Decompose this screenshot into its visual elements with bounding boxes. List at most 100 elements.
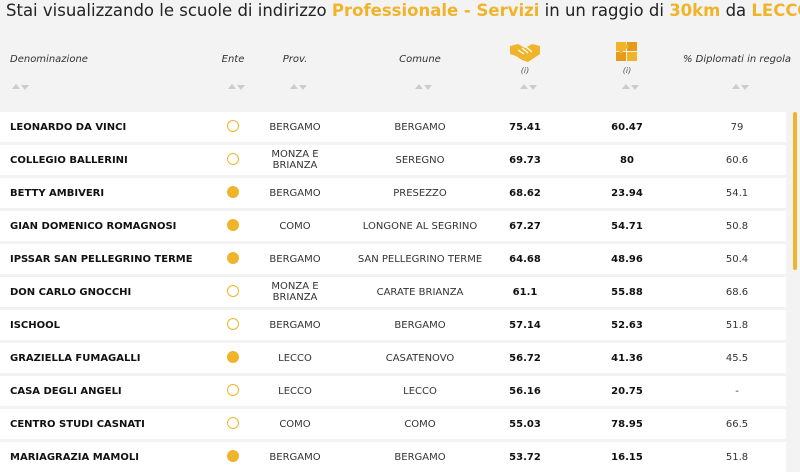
score: 68.62 (509, 187, 541, 199)
sort-arrows[interactable] (732, 84, 740, 89)
sort-arrows[interactable] (424, 85, 432, 90)
sort-arrows[interactable] (415, 84, 423, 89)
column-header[interactable]: % Diplomati in regola (682, 54, 792, 65)
diplomati: 51.8 (725, 319, 749, 331)
column-header[interactable]: Ente (221, 54, 245, 65)
diplomati: - (735, 385, 739, 397)
table-row[interactable]: GRAZIELLA FUMAGALLI LECCO CASATENOVO 56.72 4… (0, 343, 786, 373)
school-name: DON CARLO GNOCCHI (10, 286, 132, 298)
score: 20.75 (611, 385, 643, 397)
column-header[interactable]: Prov. (282, 54, 308, 65)
diplomati: 68.6 (725, 286, 749, 298)
column-header[interactable]: Denominazione (10, 54, 88, 65)
score: 57.14 (509, 319, 541, 331)
table-row[interactable]: LEONARDO DA VINCI BERGAMO BERGAMO 75.41 60.4… (0, 112, 786, 142)
score: 16.15 (611, 451, 643, 463)
title-radius: 30km (669, 1, 721, 20)
comune: COMO (404, 418, 436, 430)
diplomati: 45.5 (725, 352, 749, 364)
title-prefix: Stai visualizzando le scuole di indirizz… (6, 1, 327, 20)
school-name: MARIAGRAZIA MAMOLI (10, 451, 139, 463)
provincia: BERGAMO (269, 319, 321, 331)
ente-dot (227, 384, 239, 396)
score: 69.73 (509, 154, 541, 166)
sort-arrows[interactable] (290, 84, 298, 89)
score: 56.16 (509, 385, 541, 397)
comune: BERGAMO (394, 319, 446, 331)
info-note[interactable]: (i) (520, 66, 530, 75)
ente-dot (227, 219, 239, 231)
provincia: MONZA E BRIANZA (271, 281, 319, 303)
ente-dot (227, 417, 239, 429)
table-row[interactable]: IPSSAR SAN PELLEGRINO TERME BERGAMO SAN PE… (0, 244, 786, 274)
provincia: BERGAMO (269, 451, 321, 463)
diplomati: 60.6 (725, 154, 749, 166)
comune: LONGONE AL SEGRINO (362, 220, 478, 232)
score: 52.63 (611, 319, 643, 331)
ente-dot (227, 252, 239, 264)
provincia: LECCO (278, 352, 312, 364)
diplomati: 50.4 (725, 253, 749, 265)
table-row[interactable]: COLLEGIO BALLERINI MONZA E BRIANZA SEREGNO… (0, 145, 786, 175)
school-name: COLLEGIO BALLERINI (10, 154, 128, 166)
provincia: COMO (279, 220, 311, 232)
score: 64.68 (509, 253, 541, 265)
ente-dot (227, 450, 239, 462)
sort-arrows[interactable] (520, 84, 528, 89)
scrollbar[interactable] (793, 112, 797, 270)
diplomati: 66.5 (725, 418, 749, 430)
school-name: CENTRO STUDI CASNATI (10, 418, 145, 430)
school-name: LEONARDO DA VINCI (10, 121, 127, 133)
ente-dot (227, 186, 239, 198)
sort-arrows[interactable] (21, 85, 29, 90)
sort-arrows[interactable] (631, 85, 639, 90)
provincia: MONZA E BRIANZA (271, 149, 319, 171)
column-header[interactable]: Comune (399, 54, 441, 65)
sort-arrows[interactable] (299, 85, 307, 90)
table-row[interactable]: ISCHOOL BERGAMO BERGAMO 57.14 52.63 51.8 (0, 310, 786, 340)
info-note[interactable]: (i) (622, 66, 632, 75)
score: 56.72 (509, 352, 541, 364)
comune: SEREGNO (395, 154, 445, 166)
school-name: CASA DEGLI ANGELI (10, 385, 122, 397)
diplomati: 51.8 (725, 451, 749, 463)
title-middle: in un raggio di (544, 1, 664, 20)
provincia: LECCO (278, 385, 312, 397)
score: 67.27 (509, 220, 541, 232)
sort-arrows[interactable] (228, 84, 236, 89)
table-row[interactable]: GIAN DOMENICO ROMAGNOSI COMO LONGONE AL SE… (0, 211, 786, 241)
diplomati: 79 (730, 121, 744, 133)
sort-arrows[interactable] (529, 85, 537, 90)
school-name: GIAN DOMENICO ROMAGNOSI (10, 220, 177, 232)
comune: BERGAMO (394, 121, 446, 133)
ente-dot (227, 318, 239, 330)
puzzle-icon (616, 42, 637, 61)
score: 23.94 (611, 187, 643, 199)
comune: SAN PELLEGRINO TERME (357, 253, 483, 265)
score: 55.03 (509, 418, 541, 430)
sort-arrows[interactable] (741, 85, 749, 90)
ente-dot (227, 285, 239, 297)
score: 80 (620, 154, 634, 166)
table-row[interactable]: CENTRO STUDI CASNATI COMO COMO 55.03 78.95 66… (0, 409, 786, 439)
table-row[interactable]: MARIAGRAZIA MAMOLI BERGAMO BERGAMO 53.72 16.… (0, 442, 786, 472)
comune: PRESEZZO (393, 187, 447, 199)
title-city: LECCO (751, 1, 800, 20)
sort-arrows[interactable] (622, 84, 630, 89)
sort-arrows[interactable] (237, 85, 245, 90)
score: 55.88 (611, 286, 643, 298)
table-row[interactable]: BETTY AMBIVERI BERGAMO PRESEZZO 68.62 23.94 5… (0, 178, 786, 208)
ente-dot (227, 351, 239, 363)
table-row[interactable]: CASA DEGLI ANGELI LECCO LECCO 56.16 20.75 - (0, 376, 786, 406)
table-row[interactable]: DON CARLO GNOCCHI MONZA E BRIANZA CARATE B… (0, 277, 786, 307)
provincia: BERGAMO (269, 121, 321, 133)
ente-dot (227, 120, 239, 132)
school-name: ISCHOOL (10, 319, 61, 331)
score: 61.1 (512, 286, 538, 298)
handshake-icon (510, 44, 540, 62)
provincia: COMO (279, 418, 311, 430)
provincia: BERGAMO (269, 253, 321, 265)
school-name: BETTY AMBIVERI (10, 187, 105, 199)
sort-arrows[interactable] (12, 84, 20, 89)
